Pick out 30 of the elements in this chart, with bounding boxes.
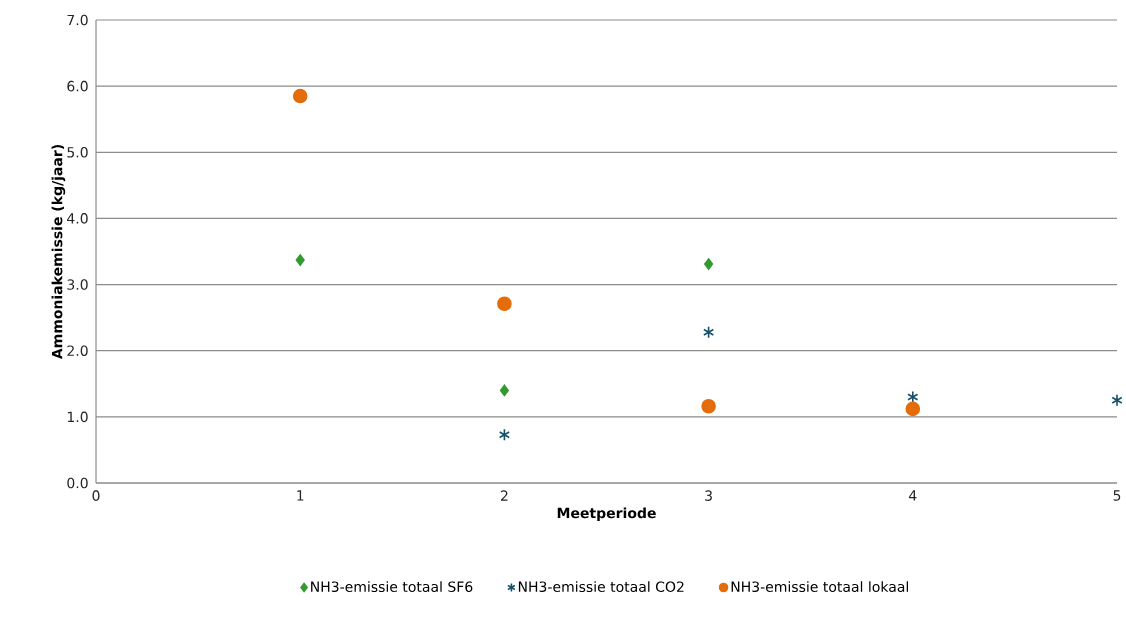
point <box>907 390 919 404</box>
point <box>701 398 716 414</box>
y-tick-label: 2.0 <box>67 345 88 356</box>
y-tick-label: 5.0 <box>67 146 88 158</box>
x-tick-label: 5 <box>1113 490 1121 501</box>
x-tick-label: 2 <box>500 490 508 501</box>
y-axis-title: Ammoniakemissie (kg/jaar) <box>51 145 66 360</box>
point <box>498 428 510 441</box>
legend-label: NH3-emissie totaal CO2 <box>518 581 684 593</box>
legend-label: NH3-emissie totaal SF6 <box>311 581 473 593</box>
y-tick-label: 4.0 <box>67 213 88 224</box>
point <box>292 88 308 104</box>
point <box>499 384 509 397</box>
point <box>703 325 715 339</box>
y-tick-label: 0.0 <box>67 477 88 489</box>
point <box>1111 394 1123 407</box>
x-tick-label: 0 <box>92 490 100 501</box>
x-axis-title: Meetperiode <box>557 507 656 521</box>
point <box>497 296 512 312</box>
x-tick-label: 4 <box>909 490 917 501</box>
point <box>905 401 921 417</box>
x-tick-label: 1 <box>297 490 304 501</box>
y-tick-label: 7.0 <box>67 14 88 26</box>
point <box>295 254 305 266</box>
x-tick-label: 3 <box>705 490 712 501</box>
legend-label: NH3-emissie totaal lokaal <box>731 581 908 593</box>
y-tick-label: 6.0 <box>67 80 88 92</box>
y-tick-label: 3.0 <box>67 279 88 290</box>
y-tick-label: 1.0 <box>67 411 88 423</box>
point <box>704 258 714 270</box>
